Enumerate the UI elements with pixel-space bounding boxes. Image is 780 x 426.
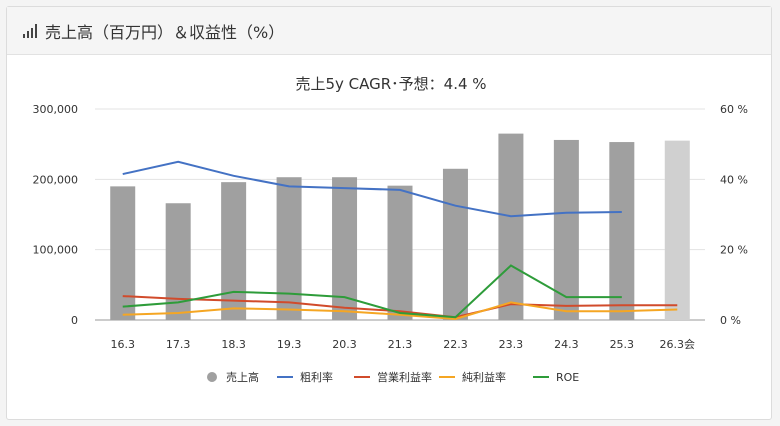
bar (387, 185, 413, 320)
bar (442, 168, 468, 320)
y-right-tick-label: 60 % (720, 103, 748, 116)
x-tick-label: 24.3 (554, 338, 579, 351)
y-left-tick-label: 200,000 (33, 173, 79, 186)
bar (498, 133, 524, 320)
y-right-tick-label: 20 % (720, 244, 748, 257)
bar (664, 140, 690, 320)
legend-label: 粗利率 (300, 370, 333, 384)
card-title: 売上高（百万円）＆収益性（%） (45, 22, 285, 42)
legend-label: 純利益率 (462, 370, 506, 384)
x-tick-label: 16.3 (110, 338, 135, 351)
card-header: 売上高（百万円）＆収益性（%） (7, 7, 771, 55)
x-axis: 16.3 17.3 18.3 19.3 20.3 21.3 22.3 23.3 24.3 25.3… (110, 338, 695, 351)
y-right-tick-label: 0 % (720, 314, 741, 327)
x-tick-label: 25.3 (610, 338, 635, 351)
y-axis-right: 0 % 20 % 40 % 60 % (720, 103, 748, 327)
y-left-tick-label: 100,000 (33, 244, 79, 257)
y-axis-left: 0 100,000 200,000 300,000 (33, 103, 79, 327)
y-left-tick-label: 0 (71, 314, 78, 327)
chart-title: 売上5y CAGR･予想：4.4 % (295, 75, 486, 93)
x-tick-label: 22.3 (443, 338, 468, 351)
x-tick-label: 20.3 (332, 338, 357, 351)
line-series (122, 301, 678, 320)
x-tick-label: 17.3 (166, 338, 191, 351)
y-left-tick-label: 300,000 (33, 103, 79, 116)
legend[interactable]: 売上高 粗利率 営業利益率 純利益率 ROE (207, 370, 579, 384)
line-series (122, 160, 622, 218)
legend-marker (207, 372, 217, 382)
bar-series (110, 133, 690, 320)
bar-chart-icon (23, 23, 39, 38)
bar (110, 186, 136, 320)
line-series-group (122, 160, 678, 320)
line-series (122, 295, 678, 319)
y-right-tick-label: 40 % (720, 173, 748, 186)
x-tick-label: 21.3 (388, 338, 413, 351)
bar (276, 177, 302, 320)
x-tick-label: 18.3 (221, 338, 246, 351)
legend-label: ROE (556, 371, 579, 384)
legend-label: 売上高 (226, 370, 259, 384)
x-tick-label: 26.3会 (660, 338, 696, 351)
bar (332, 177, 358, 320)
bar (221, 182, 247, 320)
x-tick-label: 23.3 (499, 338, 524, 351)
line-series (122, 264, 622, 319)
x-tick-label: 19.3 (277, 338, 302, 351)
bar (553, 139, 579, 320)
legend-label: 営業利益率 (377, 370, 432, 384)
bar (609, 142, 635, 320)
